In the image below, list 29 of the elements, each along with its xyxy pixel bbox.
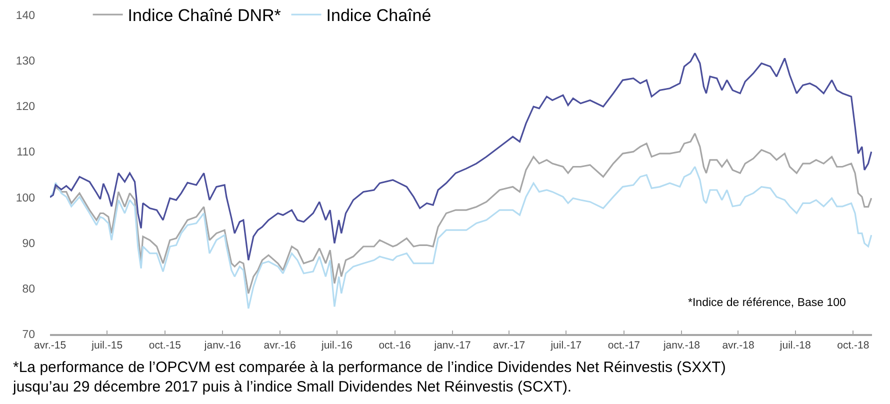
x-tick-label: janv.-18 (662, 339, 700, 352)
x-tick-label: juil.-18 (778, 339, 812, 352)
x-tick-label: oct.-17 (608, 339, 640, 352)
y-tick-label: 100 (16, 192, 35, 204)
line-series (50, 52, 872, 261)
y-tick-label: 70 (22, 329, 35, 342)
x-tick-label: janv.-16 (203, 339, 242, 352)
x-tick-label: oct.-18 (837, 339, 870, 352)
y-tick-label: 90 (22, 238, 35, 250)
y-tick-label: 130 (16, 56, 35, 68)
y-tick-label: 80 (22, 283, 35, 296)
x-tick-label: avr.-17 (492, 339, 526, 352)
x-tick-label: avr.-16 (264, 339, 296, 352)
legend-label: Indice Chaîné DNR* (128, 6, 282, 26)
y-tick-label: 140 (16, 10, 35, 22)
x-tick-label: juil.-15 (90, 339, 123, 352)
annotation: *Indice de référence, Base 100 (688, 297, 846, 309)
x-tick-label: janv.-17 (433, 339, 471, 352)
x-tick-label: oct.-16 (378, 339, 411, 352)
x-tick-label: juil.-16 (320, 339, 353, 352)
text: *La performance de l’OPCVM est comparée à la performance de l’indice Dividendes Net Réinvestis (SXXT) jusqu’au 29 décembre 2017 puis à l’indice Small Dividendes Net Réinvestis (SCXT). (12, 359, 726, 396)
x-tick-label: oct.-15 (148, 339, 182, 352)
legend-label: Indice Chaîné (326, 6, 432, 26)
y-tick-label: 120 (16, 101, 35, 114)
line-series (50, 166, 872, 310)
x-tick-label: juil.-17 (550, 339, 582, 352)
x-tick-label: avr.-15 (34, 339, 66, 352)
x-tick-label: avr.-18 (722, 339, 754, 352)
y-tick-label: 110 (16, 146, 35, 159)
